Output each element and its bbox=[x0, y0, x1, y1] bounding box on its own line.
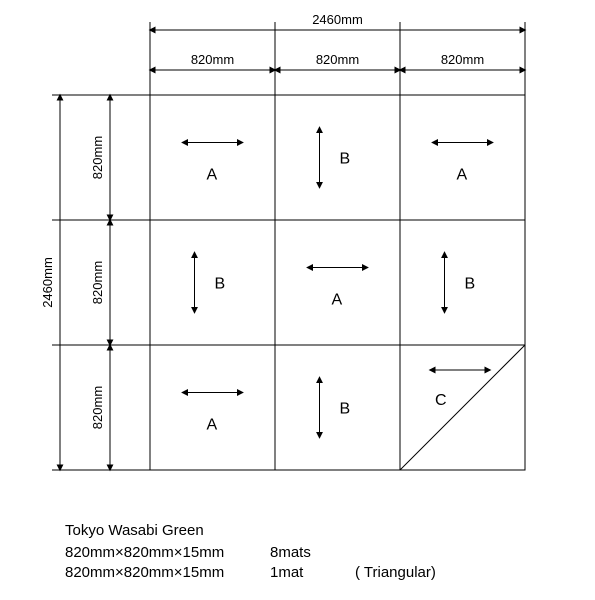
dim-label: 2460mm bbox=[40, 257, 55, 308]
triangular-diagonal bbox=[400, 345, 525, 470]
caption-line2-dim: 820mm×820mm×15mm bbox=[65, 544, 224, 561]
dim-label: 820mm bbox=[90, 261, 105, 304]
caption-line1: Tokyo Wasabi Green bbox=[65, 522, 204, 539]
caption-line3-count: 1mat bbox=[270, 564, 303, 581]
cell-label: A bbox=[457, 167, 468, 184]
cell-label: B bbox=[340, 151, 351, 168]
dim-label: 2460mm bbox=[312, 12, 363, 27]
cell-label: A bbox=[332, 292, 343, 309]
layout-svg: A B A B A B A B C 2460mm 820mm 820mm 820mm 2460mm 820m… bbox=[0, 0, 595, 500]
dim-label: 820mm bbox=[316, 52, 359, 67]
caption-line3-dim: 820mm×820mm×15mm bbox=[65, 564, 224, 581]
caption-line2-count: 8mats bbox=[270, 544, 311, 561]
dim-label: 820mm bbox=[90, 386, 105, 429]
dim-label: 820mm bbox=[441, 52, 484, 67]
dim-label: 820mm bbox=[191, 52, 234, 67]
cell-label: A bbox=[207, 417, 218, 434]
caption-line3-note: ( Triangular) bbox=[355, 564, 436, 581]
diagram-stage: A B A B A B A B C 2460mm 820mm 820mm 820mm 2460mm 820m… bbox=[0, 0, 595, 600]
cell-label: C bbox=[435, 392, 447, 409]
cell-label: B bbox=[340, 401, 351, 418]
cell-label: B bbox=[465, 276, 476, 293]
cell-label: A bbox=[207, 167, 218, 184]
cell-label: B bbox=[215, 276, 226, 293]
dim-label: 820mm bbox=[90, 136, 105, 179]
